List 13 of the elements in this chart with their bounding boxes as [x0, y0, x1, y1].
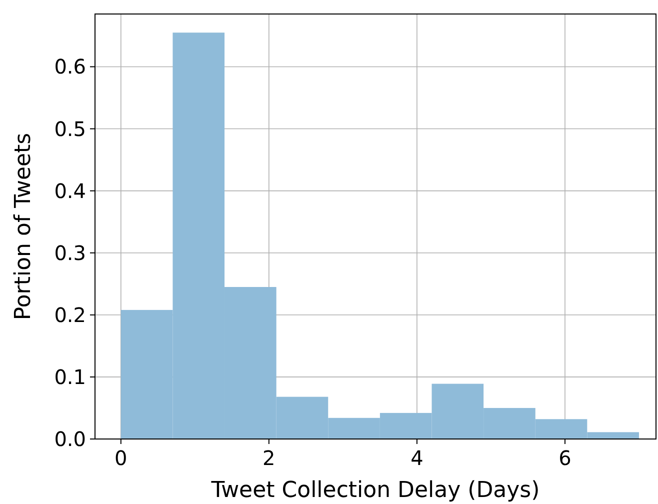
y-tick-label: 0.1 — [54, 364, 86, 389]
x-tick-label: 6 — [558, 446, 572, 470]
y-tick-label: 0.6 — [54, 54, 86, 79]
y-axis-title: Portion of Tweets — [11, 132, 36, 320]
x-tick-label: 0 — [114, 446, 128, 470]
y-tick-label: 0.4 — [54, 178, 86, 203]
y-tick-label: 0.0 — [54, 427, 86, 451]
x-tick-label: 4 — [410, 446, 424, 470]
y-tick-label: 0.3 — [54, 240, 86, 265]
x-tick-label: 2 — [262, 446, 276, 470]
y-tick-label: 0.5 — [54, 116, 86, 141]
y-tick-label: 0.2 — [54, 302, 86, 327]
x-axis-title: Tweet Collection Delay (Days) — [210, 478, 540, 503]
